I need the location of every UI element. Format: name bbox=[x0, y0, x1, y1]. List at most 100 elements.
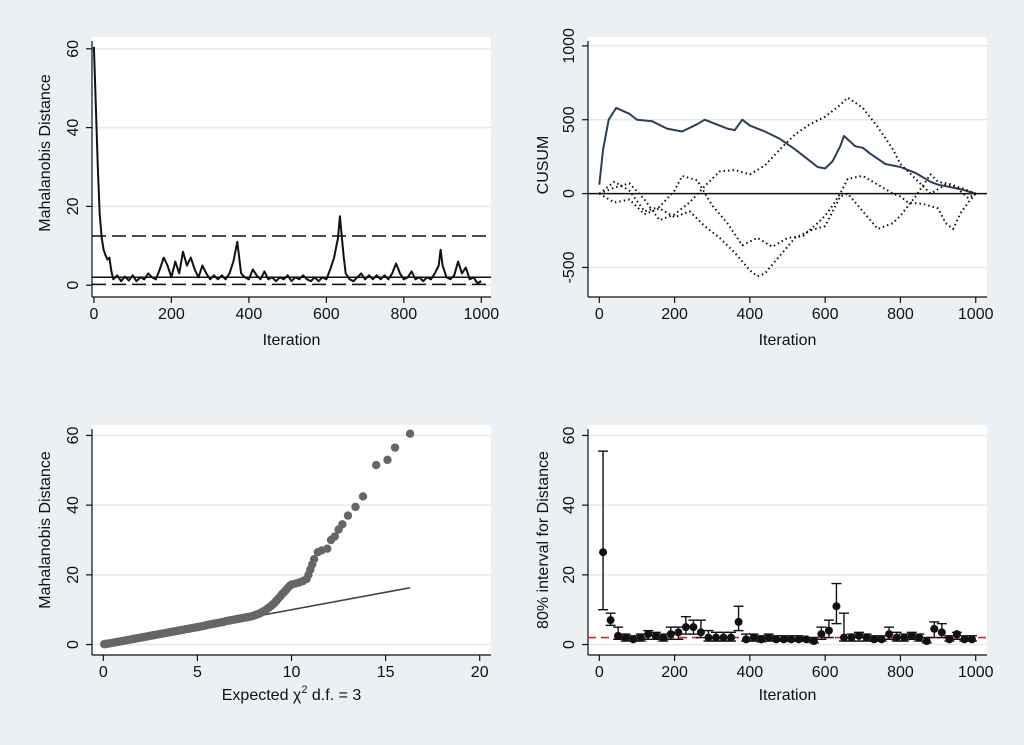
x-tick-label: 1000 bbox=[464, 306, 500, 323]
x-tick-label: 800 bbox=[390, 306, 417, 323]
x-tick-label: 600 bbox=[812, 306, 839, 323]
point-estimate bbox=[832, 602, 841, 611]
y-tick-label: 20 bbox=[65, 197, 82, 215]
x-axis-label: Iteration bbox=[759, 687, 817, 704]
y-tick-label: 40 bbox=[65, 496, 82, 514]
point-estimate bbox=[651, 631, 660, 640]
point-estimate bbox=[764, 633, 773, 642]
point-estimate bbox=[952, 630, 961, 639]
plot-region bbox=[92, 37, 491, 297]
plot-region bbox=[92, 425, 491, 655]
point-estimate bbox=[802, 635, 811, 644]
y-tick-label: 60 bbox=[561, 426, 578, 444]
point-estimate bbox=[862, 633, 871, 642]
point-estimate bbox=[779, 635, 788, 644]
x-axis-label: Expected χ2 d.f. = 3 bbox=[222, 684, 362, 704]
point-estimate bbox=[839, 633, 848, 642]
point-estimate bbox=[606, 616, 615, 625]
point-estimate bbox=[870, 635, 879, 644]
x-tick-label: 400 bbox=[236, 306, 263, 323]
point-estimate bbox=[674, 628, 683, 637]
y-tick-label: 0 bbox=[65, 281, 82, 290]
point-estimate bbox=[659, 633, 668, 642]
x-tick-label: 0 bbox=[89, 306, 98, 323]
x-tick-label: 15 bbox=[377, 664, 395, 681]
point-estimate bbox=[749, 633, 758, 642]
y-tick-label: 20 bbox=[561, 566, 578, 584]
point-estimate bbox=[794, 635, 803, 644]
point-estimate bbox=[877, 635, 886, 644]
point-estimate bbox=[967, 635, 976, 644]
x-tick-label: 10 bbox=[283, 664, 301, 681]
point-estimate bbox=[945, 635, 954, 644]
scatter-point bbox=[323, 544, 332, 553]
point-estimate bbox=[734, 617, 743, 626]
point-estimate bbox=[885, 630, 894, 639]
x-tick-label: 400 bbox=[737, 306, 764, 323]
x-tick-label: 1000 bbox=[958, 306, 994, 323]
y-tick-label: 60 bbox=[65, 40, 82, 58]
point-estimate bbox=[817, 630, 826, 639]
x-tick-label: 200 bbox=[158, 306, 185, 323]
point-estimate bbox=[787, 635, 796, 644]
point-estimate bbox=[930, 624, 939, 633]
point-estimate bbox=[614, 631, 623, 640]
x-axis-label-part: χ bbox=[293, 687, 302, 704]
plot-region bbox=[588, 425, 987, 655]
y-axis-label: 80% interval for Distance bbox=[535, 451, 552, 629]
x-tick-label: 5 bbox=[193, 664, 202, 681]
point-estimate bbox=[719, 633, 728, 642]
point-estimate bbox=[937, 628, 946, 637]
point-estimate bbox=[621, 633, 630, 642]
point-estimate bbox=[689, 623, 698, 632]
panel-p2: -500 0 500 1000 0 200 400 600 800 1000 CUSUM Iterat… bbox=[535, 28, 994, 349]
scatter-point bbox=[405, 429, 415, 438]
x-tick-label: 0 bbox=[99, 664, 108, 681]
x-tick-label: 1000 bbox=[958, 664, 994, 681]
y-tick-label: 500 bbox=[561, 106, 578, 133]
series-line-3 bbox=[598, 96, 977, 222]
point-estimate bbox=[772, 635, 781, 644]
scatter-point bbox=[390, 443, 400, 452]
series-line-1 bbox=[92, 46, 482, 285]
x-tick-label: 400 bbox=[737, 664, 764, 681]
scatter-point bbox=[371, 460, 381, 470]
x-tick-label: 200 bbox=[661, 664, 688, 681]
x-axis-label: Iteration bbox=[263, 332, 321, 349]
x-tick-label: 0 bbox=[595, 306, 604, 323]
point-estimate bbox=[742, 635, 751, 644]
point-estimate bbox=[855, 631, 864, 640]
x-tick-label: 0 bbox=[595, 664, 604, 681]
x-tick-label: 800 bbox=[887, 664, 914, 681]
point-estimate bbox=[666, 630, 675, 639]
scatter-point bbox=[338, 520, 347, 529]
panel-p3: 0 20 40 60 0 5 10 15 20 Mahalanobis Distance Expec… bbox=[37, 425, 491, 704]
series-line-1 bbox=[598, 106, 976, 195]
point-estimate bbox=[727, 633, 736, 642]
point-estimate bbox=[711, 633, 720, 642]
y-tick-label: 40 bbox=[561, 496, 578, 514]
scatter-point bbox=[309, 554, 319, 564]
y-tick-label: 60 bbox=[65, 426, 82, 444]
x-axis-label: Iteration bbox=[759, 332, 817, 349]
y-axis-label: CUSUM bbox=[535, 136, 552, 195]
point-estimate bbox=[636, 633, 645, 642]
x-axis-label-part: d.f. = 3 bbox=[307, 687, 361, 704]
point-estimate bbox=[915, 633, 924, 642]
point-estimate bbox=[900, 633, 909, 642]
point-estimate bbox=[696, 628, 705, 637]
x-tick-label: 800 bbox=[887, 306, 914, 323]
y-tick-label: 40 bbox=[65, 119, 82, 137]
point-estimate bbox=[704, 633, 713, 642]
y-tick-label: 0 bbox=[561, 189, 578, 198]
point-estimate bbox=[757, 635, 766, 644]
point-estimate bbox=[892, 633, 901, 642]
y-axis-label: Mahalanobis Distance bbox=[37, 451, 54, 609]
point-estimate bbox=[847, 633, 856, 642]
x-tick-label: 20 bbox=[471, 664, 489, 681]
y-tick-label: 0 bbox=[561, 640, 578, 649]
y-tick-label: 1000 bbox=[561, 28, 578, 64]
